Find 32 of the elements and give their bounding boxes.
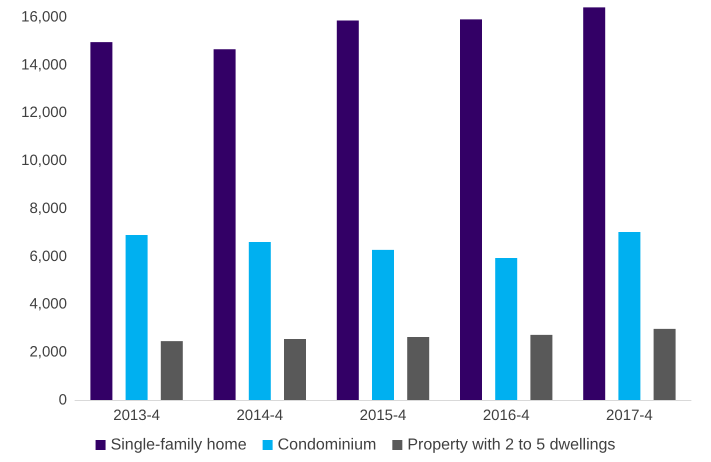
bar [618, 232, 640, 400]
bar [530, 334, 552, 400]
y-tick-label: 14,000 [21, 56, 67, 74]
x-tick-label: 2017-4 [606, 407, 653, 424]
bar [583, 7, 606, 400]
bar [407, 337, 430, 400]
bar [126, 235, 148, 400]
y-tick-label: 4,000 [29, 296, 67, 313]
x-tick-label: 2015-4 [360, 407, 406, 424]
x-tick-label: 2014-4 [236, 407, 284, 424]
bar [90, 42, 112, 400]
legend-label: Single-family home [110, 436, 247, 454]
y-tick-label: 12,000 [21, 104, 67, 122]
y-tick-label: 0 [58, 392, 67, 408]
y-tick-label: 2,000 [29, 344, 67, 361]
y-tick-label: 16,000 [21, 8, 67, 26]
bar [336, 20, 359, 400]
bar [372, 250, 394, 400]
x-tick-label: 2016-4 [482, 407, 530, 424]
bar [460, 19, 482, 400]
bar [214, 49, 236, 400]
bar [160, 341, 183, 400]
y-tick-label: 6,000 [29, 248, 67, 265]
legend-label: Condominium [278, 436, 376, 454]
bar [654, 328, 676, 400]
bar [495, 258, 518, 400]
bar [284, 338, 306, 400]
x-tick-label: 2013-4 [113, 407, 160, 424]
y-tick-label: 10,000 [21, 152, 67, 170]
bar [248, 242, 271, 400]
legend-label: Property with 2 to 5 dwellings [407, 436, 616, 454]
y-tick-label: 8,000 [29, 200, 67, 217]
